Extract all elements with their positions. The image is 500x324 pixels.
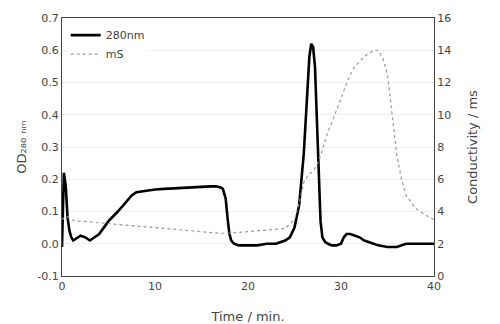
- svg-text:2: 2: [437, 238, 444, 251]
- svg-text:0: 0: [437, 270, 444, 283]
- svg-text:0.1: 0.1: [41, 205, 59, 218]
- svg-text:0.7: 0.7: [41, 12, 59, 25]
- svg-text:4: 4: [437, 205, 444, 218]
- svg-text:0.0: 0.0: [41, 238, 59, 251]
- svg-text:14: 14: [437, 44, 451, 57]
- svg-text:16: 16: [437, 12, 451, 25]
- svg-text:0.3: 0.3: [41, 141, 59, 154]
- svg-text:0: 0: [59, 280, 66, 293]
- svg-text:0.2: 0.2: [41, 173, 59, 186]
- svg-text:0.6: 0.6: [41, 44, 59, 57]
- svg-text:OD₂₈₀ ₙₘ: OD₂₈₀ ₙₘ: [14, 120, 29, 173]
- svg-text:280nm: 280nm: [106, 29, 145, 42]
- svg-text:0.4: 0.4: [41, 109, 59, 122]
- svg-text:12: 12: [437, 76, 451, 89]
- svg-text:0.5: 0.5: [41, 76, 59, 89]
- svg-text:40: 40: [427, 280, 441, 293]
- svg-text:20: 20: [241, 280, 255, 293]
- svg-text:Time / min.: Time / min.: [210, 309, 284, 324]
- svg-text:Conductivity / ms: Conductivity / ms: [465, 90, 480, 204]
- svg-text:30: 30: [334, 280, 348, 293]
- svg-text:8: 8: [437, 141, 444, 154]
- svg-text:10: 10: [437, 109, 451, 122]
- svg-text:-0.1: -0.1: [37, 270, 58, 283]
- svg-text:mS: mS: [106, 48, 124, 61]
- svg-text:6: 6: [437, 173, 444, 186]
- svg-text:10: 10: [148, 280, 162, 293]
